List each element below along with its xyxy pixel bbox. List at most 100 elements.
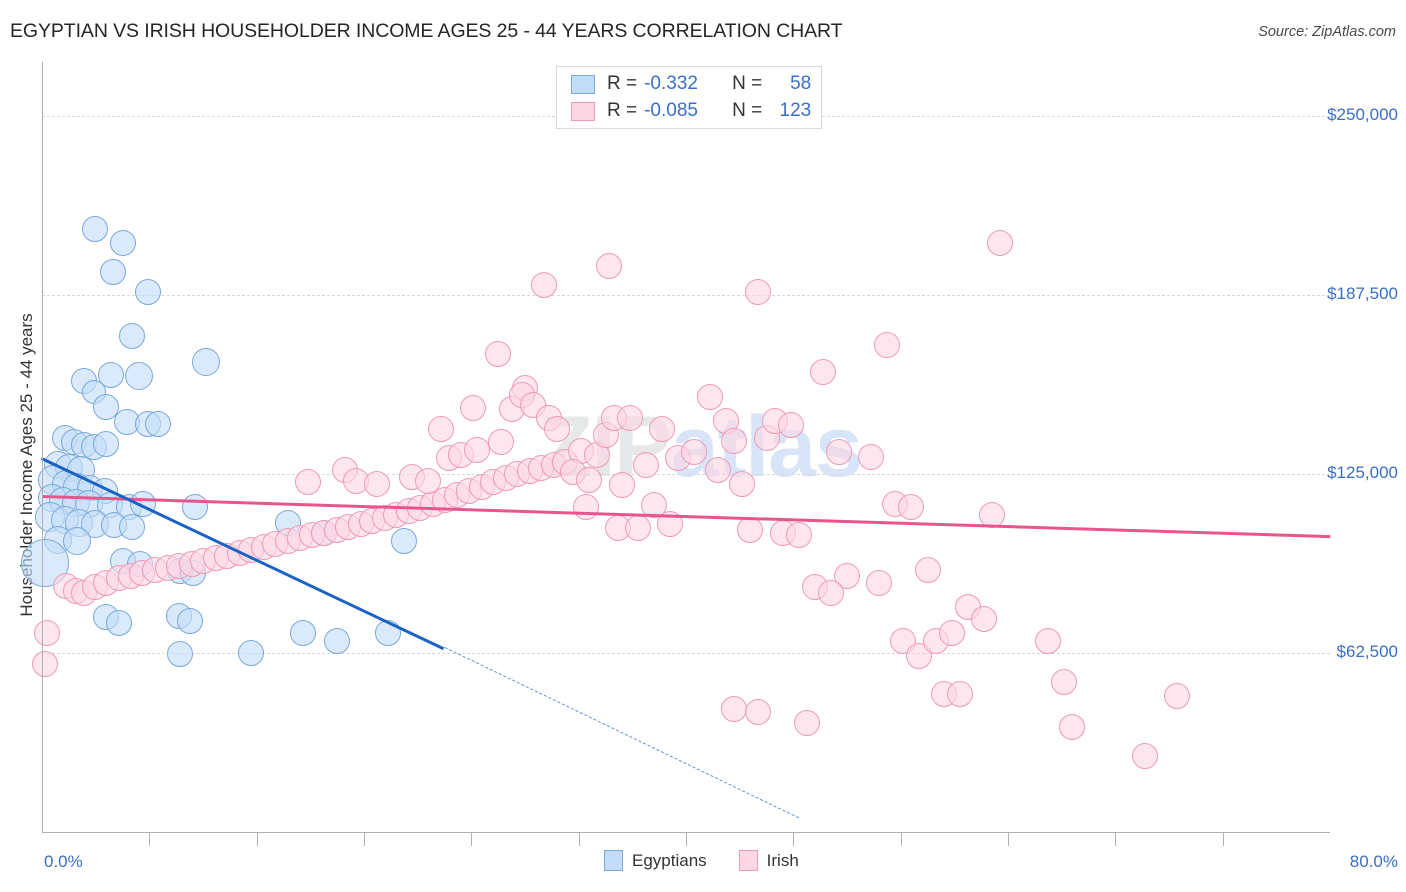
data-point-egyptians[interactable]	[82, 215, 109, 242]
legend-swatch-irish-icon	[571, 101, 595, 121]
legend-row-irish: R = -0.085 N = 123	[571, 98, 811, 124]
data-point-egyptians[interactable]	[109, 230, 136, 257]
data-point-irish[interactable]	[858, 443, 885, 470]
y-axis-title: Householder Income Ages 25 - 44 years	[17, 313, 36, 617]
data-point-irish[interactable]	[32, 651, 59, 678]
x-axis-tick	[1222, 832, 1224, 846]
data-point-irish[interactable]	[874, 331, 901, 358]
data-point-egyptians[interactable]	[289, 619, 316, 646]
data-point-irish[interactable]	[1035, 628, 1062, 655]
data-point-egyptians[interactable]	[93, 393, 120, 420]
data-point-egyptians[interactable]	[323, 628, 350, 655]
data-point-irish[interactable]	[608, 472, 635, 499]
data-point-egyptians[interactable]	[192, 348, 221, 377]
data-point-irish[interactable]	[531, 271, 558, 298]
data-point-egyptians[interactable]	[144, 410, 171, 437]
data-point-irish[interactable]	[294, 469, 321, 496]
data-point-irish[interactable]	[737, 516, 764, 543]
data-point-irish[interactable]	[624, 515, 651, 542]
data-point-irish[interactable]	[1164, 682, 1191, 709]
data-point-irish[interactable]	[938, 619, 965, 646]
data-point-irish[interactable]	[415, 468, 442, 495]
data-point-irish[interactable]	[970, 605, 997, 632]
data-point-irish[interactable]	[1131, 743, 1158, 770]
data-point-irish[interactable]	[463, 436, 490, 463]
data-point-irish[interactable]	[460, 394, 487, 421]
data-point-egyptians[interactable]	[106, 609, 133, 636]
data-point-irish[interactable]	[573, 493, 600, 520]
x-axis-tick	[1008, 832, 1009, 846]
data-point-irish[interactable]	[906, 642, 933, 669]
data-point-irish[interactable]	[648, 416, 675, 443]
series-legend: Egyptians Irish	[604, 850, 823, 871]
data-point-irish[interactable]	[809, 359, 836, 386]
y-axis-line	[42, 62, 43, 832]
x-axis-min-label: 0.0%	[44, 852, 83, 871]
data-point-irish[interactable]	[745, 278, 772, 305]
legend-n-value-egyptians: 58	[790, 73, 812, 94]
data-point-irish[interactable]	[697, 383, 724, 410]
data-point-egyptians[interactable]	[99, 258, 126, 285]
legend-n-value-irish: 123	[779, 100, 812, 121]
data-point-egyptians[interactable]	[93, 430, 120, 457]
legend-r-value-egyptians: -0.332	[644, 73, 698, 94]
data-point-egyptians[interactable]	[391, 528, 418, 555]
data-point-irish[interactable]	[428, 416, 455, 443]
data-point-irish[interactable]	[484, 340, 511, 367]
data-point-irish[interactable]	[681, 439, 708, 466]
x-axis-tick	[256, 832, 258, 846]
data-point-egyptians[interactable]	[135, 278, 162, 305]
data-point-irish[interactable]	[898, 493, 925, 520]
data-point-irish[interactable]	[656, 511, 683, 537]
gridline	[42, 294, 1330, 296]
legend-r-label-irish: R =	[607, 100, 638, 121]
data-point-irish[interactable]	[1051, 668, 1078, 695]
data-point-irish[interactable]	[595, 253, 622, 280]
x-axis-tick	[900, 832, 902, 846]
data-point-egyptians[interactable]	[119, 323, 146, 350]
legend-swatch-egyptians-icon	[571, 74, 595, 94]
data-point-egyptians[interactable]	[375, 619, 402, 646]
data-point-irish[interactable]	[544, 416, 571, 443]
data-point-egyptians[interactable]	[119, 513, 146, 540]
data-point-irish[interactable]	[946, 681, 973, 708]
data-point-irish[interactable]	[777, 412, 804, 439]
legend-color-irish-icon	[738, 850, 758, 871]
data-point-irish[interactable]	[632, 452, 659, 479]
data-point-irish[interactable]	[914, 556, 941, 583]
data-point-irish[interactable]	[721, 427, 748, 454]
data-point-egyptians[interactable]	[124, 362, 153, 391]
data-point-egyptians[interactable]	[238, 639, 265, 666]
y-axis-tick-label: $250,000	[1327, 104, 1398, 124]
page-title: EGYPTIAN VS IRISH HOUSEHOLDER INCOME AGE…	[10, 20, 843, 42]
data-point-irish[interactable]	[825, 439, 852, 466]
data-point-egyptians[interactable]	[130, 490, 157, 517]
data-point-irish[interactable]	[487, 429, 514, 456]
x-axis-tick	[686, 832, 687, 846]
data-point-irish[interactable]	[576, 466, 603, 493]
data-point-irish[interactable]	[817, 579, 844, 606]
data-point-irish[interactable]	[1059, 714, 1086, 741]
data-point-irish[interactable]	[616, 404, 643, 431]
data-point-irish[interactable]	[793, 710, 820, 737]
data-point-irish[interactable]	[866, 569, 893, 596]
legend-item-irish[interactable]: Irish	[738, 850, 799, 871]
legend-r-value-irish: -0.085	[644, 100, 698, 121]
data-point-irish[interactable]	[785, 522, 812, 549]
data-point-irish[interactable]	[729, 470, 756, 497]
y-axis-tick-label: $125,000	[1327, 462, 1398, 482]
data-point-egyptians[interactable]	[181, 493, 208, 520]
data-point-irish[interactable]	[33, 619, 60, 646]
data-point-irish[interactable]	[363, 470, 390, 497]
data-point-irish[interactable]	[978, 502, 1005, 529]
data-point-irish[interactable]	[721, 695, 748, 722]
legend-item-egyptians[interactable]: Egyptians	[604, 850, 707, 871]
data-point-irish[interactable]	[745, 698, 772, 725]
data-point-irish[interactable]	[986, 230, 1013, 257]
data-point-egyptians[interactable]	[177, 608, 204, 635]
data-point-egyptians[interactable]	[167, 641, 194, 668]
data-point-egyptians[interactable]	[63, 527, 92, 556]
x-axis-tick	[471, 832, 473, 846]
data-point-irish[interactable]	[705, 456, 732, 483]
